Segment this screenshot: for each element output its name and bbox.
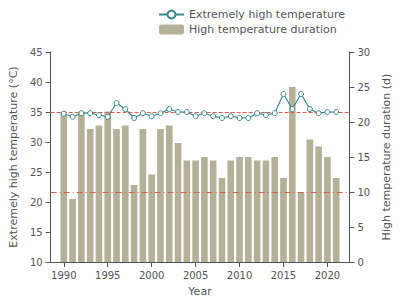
svg-text:2005: 2005 bbox=[183, 270, 208, 281]
svg-text:Extremely high temperature (°C: Extremely high temperature (°C) bbox=[7, 66, 20, 247]
svg-text:15: 15 bbox=[30, 227, 43, 238]
svg-text:30: 30 bbox=[30, 137, 43, 148]
svg-text:1990: 1990 bbox=[51, 270, 76, 281]
svg-text:High temperature duration (d): High temperature duration (d) bbox=[380, 74, 393, 241]
svg-text:1995: 1995 bbox=[95, 270, 120, 281]
svg-text:30: 30 bbox=[357, 47, 370, 58]
svg-text:25: 25 bbox=[357, 82, 370, 93]
svg-text:40: 40 bbox=[30, 77, 43, 88]
svg-text:5: 5 bbox=[357, 222, 363, 233]
svg-text:25: 25 bbox=[30, 167, 43, 178]
svg-text:15: 15 bbox=[357, 152, 370, 163]
svg-text:10: 10 bbox=[30, 257, 43, 268]
svg-text:2010: 2010 bbox=[227, 270, 252, 281]
svg-text:2020: 2020 bbox=[315, 270, 340, 281]
svg-text:45: 45 bbox=[30, 47, 43, 58]
svg-text:35: 35 bbox=[30, 107, 43, 118]
svg-text:Extremely high temperature: Extremely high temperature bbox=[189, 8, 345, 21]
svg-text:20: 20 bbox=[30, 197, 43, 208]
svg-text:High temperature duration: High temperature duration bbox=[189, 23, 337, 36]
svg-text:2015: 2015 bbox=[271, 270, 296, 281]
svg-text:20: 20 bbox=[357, 117, 370, 128]
svg-text:2000: 2000 bbox=[139, 270, 164, 281]
svg-text:0: 0 bbox=[357, 257, 363, 268]
svg-text:Year: Year bbox=[187, 285, 212, 298]
svg-text:10: 10 bbox=[357, 187, 370, 198]
